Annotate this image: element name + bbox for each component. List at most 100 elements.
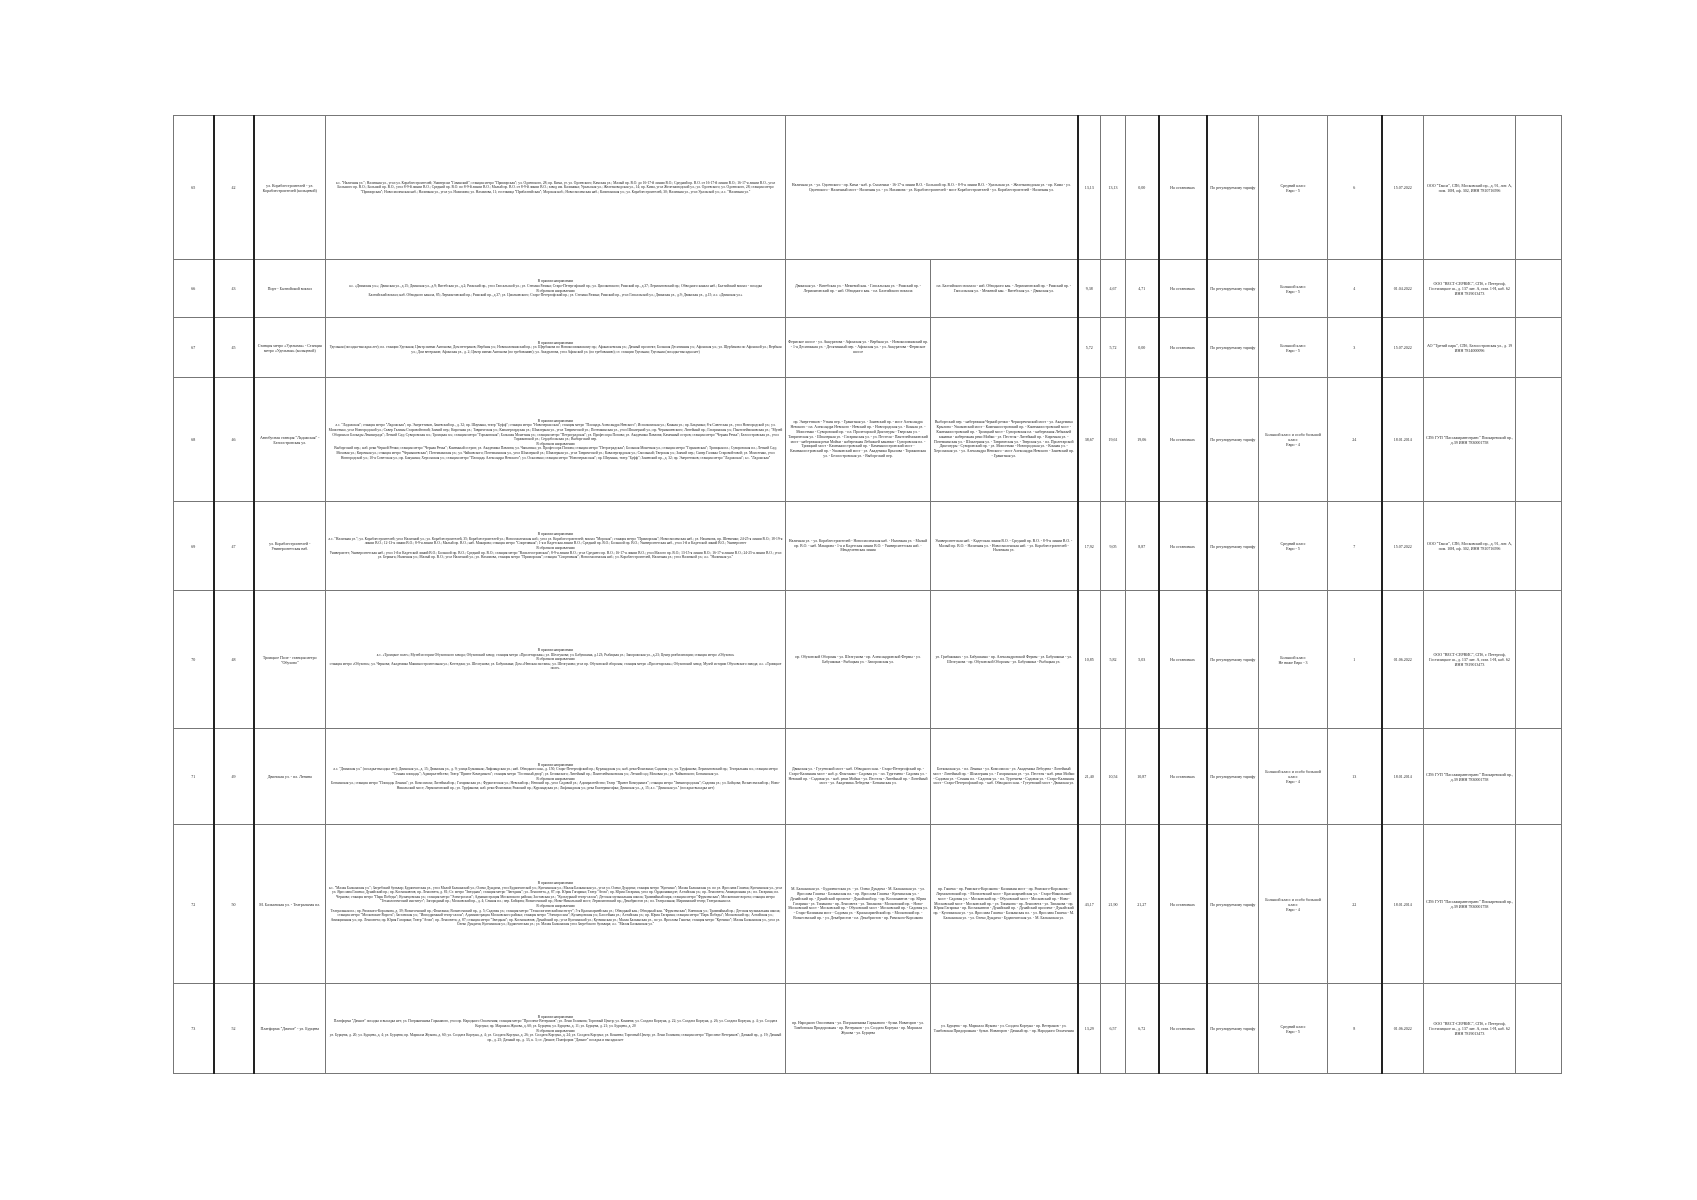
boarding-order-cell: На остановках [1157, 377, 1208, 502]
operator-cell: СПб ГУП "Пассажиравтотранс" Пискаревский… [1423, 824, 1517, 984]
route-name-cell: Двинская ул. - пл. Ленина [252, 728, 326, 825]
length-backward-cell: 5,03 [1125, 590, 1160, 729]
length-forward-cell: 6,57 [1100, 983, 1127, 1074]
length-forward-cell: 5,72 [1100, 317, 1127, 378]
vehicle-count-cell: 8 [1327, 983, 1383, 1074]
streets-forward-cell: Двинская ул. - Витебская ул. - Межевой к… [785, 259, 931, 318]
streets-forward-cell: пр. Народного Ополчения - ул. Погранични… [785, 983, 931, 1074]
route-name-cell: М. Балканская ул. - Театральная пл. [252, 824, 326, 984]
route-number-cell: 50 [212, 824, 254, 984]
table-row: 72 50 М. Балканская ул. - Театральная пл. В… [173, 824, 1563, 984]
length-total-cell: 21,40 [1076, 728, 1102, 825]
vehicle-count-cell: 24 [1327, 377, 1383, 502]
vehicle-count-cell: 4 [1327, 259, 1383, 318]
route-name-cell: ул. Кораблестроителей - ул. Кораблестрои… [252, 115, 326, 260]
length-backward-cell: 4,71 [1125, 259, 1160, 318]
length-total-cell: 17,92 [1076, 501, 1102, 591]
table-row: 68 46 Автобусная станция "Ладожская" - Бел… [173, 377, 1563, 502]
bus-class-cell: Большой класс и особо большой класс Евро… [1258, 377, 1329, 502]
start-date-cell: 01.06.2022 [1380, 983, 1425, 1074]
length-backward-cell: 0,00 [1125, 317, 1160, 378]
route-name-cell: Станция метро «Удельная» - Станция метро… [252, 317, 326, 378]
bus-class-cell: Большой класс Не ниже Евро - 3 [1258, 590, 1329, 729]
tariff-cell: По регулируемому тарифу [1205, 590, 1260, 729]
length-backward-cell: 8,87 [1125, 501, 1160, 591]
bus-class-cell: Большой класс и особо большой класс Евро… [1258, 728, 1329, 825]
streets-backward-cell: пр. Гашека - пр. Римского-Корсакова - Ка… [929, 824, 1079, 984]
streets-backward-cell: Выборгский пер. - набережная Черной речк… [929, 377, 1079, 502]
row-number-cell: 72 [173, 824, 214, 984]
start-date-cell: 01.04.2022 [1380, 259, 1425, 318]
operator-cell: ООО "ВЕСТ-СЕРВИС", СПб, г. Петергоф, Гос… [1423, 983, 1517, 1074]
length-total-cell: 5,72 [1076, 317, 1102, 378]
start-date-cell: 15.07.2022 [1380, 115, 1425, 260]
boarding-order-cell: На остановках [1157, 824, 1208, 984]
extra-cell [1515, 983, 1563, 1074]
row-number-cell: 71 [173, 728, 214, 825]
tariff-cell: По регулируемому тарифу [1205, 259, 1260, 318]
route-number-cell: 48 [212, 590, 254, 729]
stops-path-cell: В прямом направлении Удельная (посадка-в… [325, 317, 786, 378]
routes-table: 65 42 ул. Кораблестроителей - ул. Кораблес… [173, 115, 1563, 1074]
bus-class-cell: Средний класс Евро - 5 [1258, 501, 1329, 591]
length-backward-cell: 21,27 [1125, 824, 1160, 984]
boarding-order-cell: На остановках [1157, 317, 1208, 378]
route-number-cell: 47 [212, 501, 254, 591]
streets-forward-cell: Фермское шоссе - ул. Аккуратова - Афонск… [785, 317, 931, 378]
bus-class-cell: Средний класс Евро - 5 [1258, 115, 1329, 260]
length-forward-cell: 21,90 [1100, 824, 1127, 984]
streets-backward-cell: Боткинская ул. - пл. Ленина - ул. Комсом… [929, 728, 1079, 825]
extra-cell [1515, 501, 1563, 591]
table-row: 65 42 ул. Кораблестроителей - ул. Кораблес… [173, 115, 1563, 260]
row-number-cell: 68 [173, 377, 214, 502]
stops-path-cell: В прямом направлении а.с. "Ладожская"; с… [325, 377, 786, 502]
length-backward-cell: 0,00 [1125, 115, 1160, 260]
streets-forward-cell: М. Балканская ул. - Будапештская ул. - у… [785, 824, 931, 984]
row-number-cell: 73 [173, 983, 214, 1074]
vehicle-count-cell: 6 [1327, 115, 1383, 260]
vehicle-count-cell: 1 [1327, 590, 1383, 729]
boarding-order-cell: На остановках [1157, 259, 1208, 318]
table-row: 69 47 ул. Кораблестроителей - Университетс… [173, 501, 1563, 591]
length-forward-cell: 13,13 [1100, 115, 1127, 260]
operator-cell: ООО "ВЕСТ-СЕРВИС", СПб, г. Петергоф, Гос… [1423, 590, 1517, 729]
table-row: 67 45 Станция метро «Удельная» - Станция м… [173, 317, 1563, 378]
streets-forward-cell: Наличная ул. - ул. Кораблестроителей - Н… [785, 501, 931, 591]
length-forward-cell: 5,82 [1100, 590, 1127, 729]
extra-cell [1515, 377, 1563, 502]
boarding-order-cell: На остановках [1157, 590, 1208, 729]
start-date-cell: 15.07.2022 [1380, 501, 1425, 591]
length-forward-cell: 4,67 [1100, 259, 1127, 318]
length-backward-cell: 10,87 [1125, 728, 1160, 825]
table-row: 73 52 Платформа "Дачное" - ул. Бурцева В пр… [173, 983, 1563, 1074]
length-forward-cell: 19,61 [1100, 377, 1127, 502]
streets-backward-cell: ул. Грибакиных - ул. Бабушкина - пр. Але… [929, 590, 1079, 729]
operator-cell: СПб ГУП "Пассажиравтотранс" Пискаревский… [1423, 728, 1517, 825]
stops-path-cell: В прямом направлении а.с. "Наличная ул."… [325, 501, 786, 591]
streets-backward-cell [930, 317, 1079, 378]
extra-cell [1515, 728, 1563, 825]
length-forward-cell: 10,54 [1100, 728, 1127, 825]
operator-cell: ООО "Такси", СПб, Московский пр., д. 91,… [1423, 501, 1517, 591]
vehicle-count-cell: 22 [1327, 824, 1383, 984]
streets-forward-cell: Двинская ул. - Гутуевский мост - наб. Об… [785, 728, 931, 825]
route-number-cell: 45 [212, 317, 254, 378]
stops-path-cell: В прямом направлении а.с. «Двинская ул.»… [325, 259, 786, 318]
extra-cell [1515, 317, 1563, 378]
stops-path-cell: В прямом направлении а.с. "Двинская ул."… [325, 728, 786, 825]
extra-cell [1515, 824, 1563, 984]
extra-cell [1515, 590, 1563, 729]
vehicle-count-cell: 3 [1327, 317, 1383, 378]
streets-forward-cell: пр. Обуховской Обороны - ул. Шелгунова -… [785, 590, 931, 729]
bus-class-cell: Средний класс Евро - 5 [1258, 983, 1329, 1074]
extra-cell [1515, 115, 1563, 260]
table-row: 70 48 Троицкое Поле - станция метро "Обухо… [173, 590, 1563, 729]
start-date-cell: 01.06.2022 [1380, 590, 1425, 729]
row-number-cell: 65 [173, 115, 214, 260]
length-total-cell: 38,67 [1076, 377, 1102, 502]
operator-cell: ООО "ВЕСТ-СЕРВИС", СПб, г. Петергоф, Гос… [1423, 259, 1517, 318]
streets-backward-cell: ул. Бурцева - пр. Маршала Жукова - ул. С… [929, 983, 1079, 1074]
boarding-order-cell: На остановках [1157, 728, 1208, 825]
start-date-cell: 18.01.2014 [1380, 377, 1425, 502]
tariff-cell: По регулируемому тарифу [1205, 824, 1260, 984]
